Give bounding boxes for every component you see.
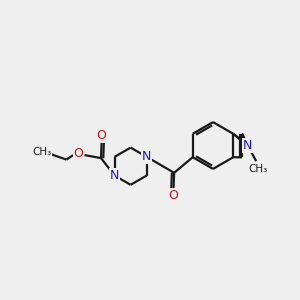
Text: O: O [169,189,178,202]
Text: O: O [97,129,106,142]
Text: O: O [74,147,83,160]
Text: N: N [243,139,252,152]
Text: CH₃: CH₃ [248,164,267,174]
Text: N: N [110,169,119,182]
Text: CH₃: CH₃ [32,147,52,157]
Text: N: N [142,150,152,164]
